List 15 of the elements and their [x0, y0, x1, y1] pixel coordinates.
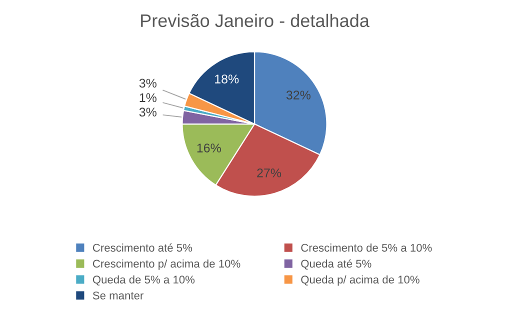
data-label: 32%: [286, 90, 310, 100]
data-label: 3%: [139, 108, 156, 117]
legend-label: Queda p/ acima de 10%: [301, 275, 420, 286]
legend-label: Crescimento de 5% a 10%: [301, 244, 432, 252]
data-label: 18%: [215, 74, 239, 84]
legend-label: Queda de 5% a 10%: [92, 275, 195, 286]
data-label: 3%: [139, 78, 156, 88]
data-label: 1%: [140, 93, 156, 102]
data-label: 16%: [197, 144, 221, 152]
data-label: 27%: [257, 168, 282, 178]
legend-label: Se manter: [92, 292, 144, 300]
legend-label: Crescimento p/ acima de 10%: [92, 259, 240, 270]
legend-label: Crescimento até 5%: [92, 243, 192, 252]
chart-title: Previsão Janeiro - detalhada: [141, 14, 370, 28]
legend-label: Queda até 5%: [301, 259, 372, 270]
